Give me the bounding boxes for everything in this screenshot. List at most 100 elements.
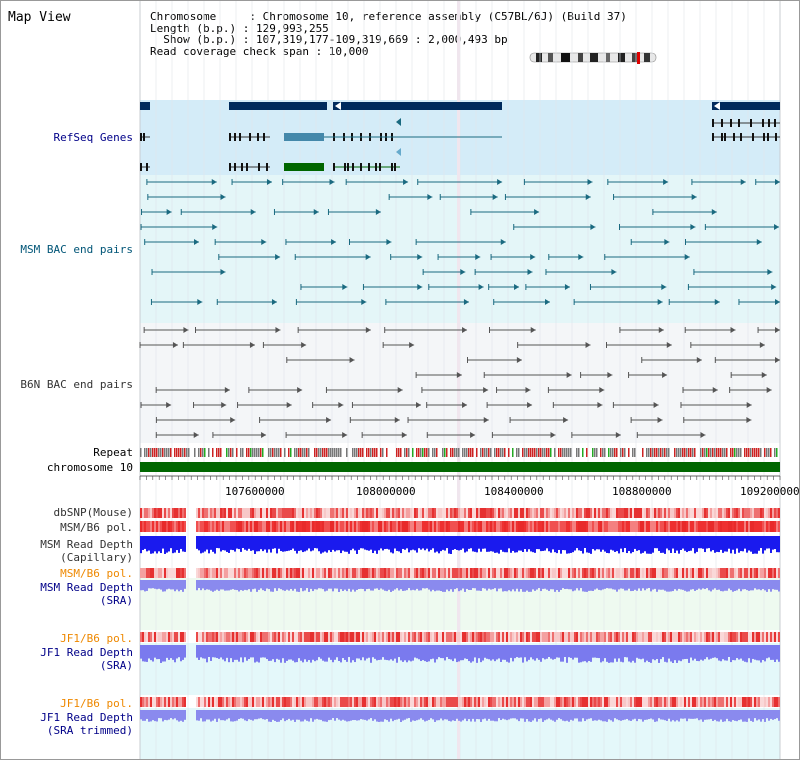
msm-pol-mark bbox=[224, 568, 226, 578]
msm-depth-sra-bar bbox=[530, 580, 532, 592]
msm-depth-cap-bar bbox=[688, 536, 690, 552]
msm-depth-sra-bar bbox=[212, 580, 214, 592]
jf1-depth-trim-bar bbox=[340, 710, 342, 721]
repeat-mark bbox=[744, 448, 746, 457]
jf1-pol-mark bbox=[264, 632, 266, 642]
jf1-pol-mark bbox=[296, 697, 298, 707]
track-label-jf1-pol-1[interactable]: JF1/B6 pol. bbox=[60, 632, 133, 645]
dbsnp-mark bbox=[170, 508, 172, 518]
msm-depth-sra-bar bbox=[214, 580, 216, 591]
msm-pol-mark bbox=[566, 568, 568, 578]
b6n-bac-pair bbox=[166, 402, 172, 408]
msm-pol-mark bbox=[378, 568, 380, 578]
b6n-bac-pair bbox=[761, 372, 767, 378]
track-label-msm-depth-cap[interactable]: MSM Read Depth bbox=[40, 538, 133, 551]
track-label-dbsnp[interactable]: dbSNP(Mouse) bbox=[53, 506, 133, 519]
msm-pol-mark bbox=[646, 521, 648, 532]
msm-pol-mark bbox=[612, 568, 614, 578]
repeat-mark bbox=[540, 448, 542, 457]
msm-pol-mark bbox=[300, 568, 302, 578]
repeat-mark bbox=[610, 448, 612, 457]
dbsnp-mark bbox=[458, 508, 460, 518]
jf1-pol-mark bbox=[656, 632, 658, 642]
jf1-depth-sra-bar bbox=[208, 645, 210, 658]
msm-depth-cap-bar bbox=[144, 536, 146, 549]
msm-depth-cap-bar bbox=[664, 536, 666, 554]
track-label-msm-bac[interactable]: MSM BAC end pairs bbox=[20, 243, 133, 256]
msm-depth-sra-bar bbox=[618, 580, 620, 590]
repeat-mark bbox=[268, 448, 270, 457]
msm-depth-sra-bar bbox=[418, 580, 420, 591]
msm-pol-mark bbox=[556, 521, 558, 532]
msm-depth-sra-bar bbox=[154, 580, 156, 589]
jf1-depth-trim-bar bbox=[610, 710, 612, 721]
dbsnp-mark bbox=[338, 508, 340, 518]
jf1-pol-mark bbox=[584, 632, 586, 642]
dbsnp-mark bbox=[704, 508, 706, 518]
jf1-depth-sra-bar bbox=[722, 645, 724, 660]
b6n-bac-pair bbox=[658, 327, 664, 333]
jf1-pol-mark bbox=[312, 697, 314, 707]
track-label-msm-pol-2[interactable]: MSM/B6 pol. bbox=[60, 567, 133, 580]
jf1-depth-trim-bar bbox=[468, 710, 470, 720]
jf1-pol-mark bbox=[370, 632, 372, 642]
track-label-jf1-pol-2[interactable]: JF1/B6 pol. bbox=[60, 697, 133, 710]
msm-pol-mark bbox=[200, 568, 202, 578]
exon bbox=[234, 133, 236, 141]
jf1-depth-trim-bar bbox=[514, 710, 516, 719]
jf1-depth-sra-bar bbox=[664, 645, 666, 662]
track-label-repeat[interactable]: Repeat bbox=[93, 446, 133, 459]
gene-block bbox=[140, 102, 150, 110]
msm-depth-sra-bar bbox=[628, 580, 630, 589]
track-label-msm-pol-1[interactable]: MSM/B6 pol. bbox=[60, 521, 133, 534]
msm-pol-mark bbox=[404, 568, 406, 578]
jf1-depth-trim-bar bbox=[608, 710, 610, 720]
msm-pol-mark bbox=[704, 521, 706, 532]
track-label-chromosome[interactable]: chromosome 10 bbox=[46, 461, 133, 474]
dbsnp-mark bbox=[742, 508, 744, 518]
jf1-depth-sra-bar bbox=[618, 645, 620, 659]
track-label-jf1-depth-trim[interactable]: JF1 Read Depth bbox=[40, 711, 133, 724]
jf1-pol-mark bbox=[362, 697, 364, 707]
track-label-msm-depth-sra[interactable]: MSM Read Depth bbox=[40, 581, 133, 594]
msm-depth-cap-bar bbox=[596, 536, 598, 550]
jf1-pol-mark bbox=[666, 632, 668, 642]
jf1-pol-mark bbox=[260, 632, 262, 642]
msm-depth-sra-bar bbox=[584, 580, 586, 592]
track-label-refseq[interactable]: RefSeq Genes bbox=[53, 131, 133, 144]
msm-pol-mark bbox=[720, 521, 722, 532]
msm-depth-sra-bar bbox=[340, 580, 342, 590]
jf1-pol-mark bbox=[450, 632, 452, 642]
jf1-depth-trim-bar bbox=[712, 710, 714, 721]
repeat-mark bbox=[634, 448, 636, 457]
repeat-mark bbox=[368, 448, 370, 457]
repeat-mark bbox=[600, 448, 602, 457]
track-label-jf1-depth-sra[interactable]: JF1 Read Depth bbox=[40, 646, 133, 659]
track-label-b6n-bac[interactable]: B6N BAC end pairs bbox=[20, 378, 133, 391]
msm-pol-mark bbox=[590, 568, 592, 578]
msm-pol-mark bbox=[350, 521, 352, 532]
msm-bac-pair bbox=[775, 299, 780, 305]
dbsnp-mark bbox=[272, 508, 274, 518]
jf1-depth-sra-bar bbox=[484, 645, 486, 658]
jf1-pol-mark bbox=[586, 697, 588, 707]
dbsnp-mark bbox=[266, 508, 268, 518]
jf1-depth-sra-bar bbox=[172, 645, 174, 660]
msm-pol-mark bbox=[604, 521, 606, 532]
msm-depth-sra-bar bbox=[324, 580, 326, 592]
repeat-mark bbox=[276, 448, 278, 457]
msm-depth-cap-bar bbox=[390, 536, 392, 553]
jf1-pol-mark bbox=[736, 632, 738, 642]
repeat-mark bbox=[236, 448, 238, 457]
dbsnp-mark bbox=[228, 508, 230, 518]
msm-pol-mark bbox=[646, 568, 648, 578]
msm-pol-mark bbox=[230, 568, 232, 578]
dbsnp-mark bbox=[680, 508, 682, 518]
dbsnp-mark bbox=[726, 508, 728, 518]
msm-depth-sra-bar bbox=[510, 580, 512, 592]
msm-depth-cap-bar bbox=[554, 536, 556, 553]
chromosome-ideogram[interactable] bbox=[528, 52, 660, 64]
jf1-pol-mark bbox=[196, 697, 198, 707]
gene-utr bbox=[284, 133, 324, 141]
